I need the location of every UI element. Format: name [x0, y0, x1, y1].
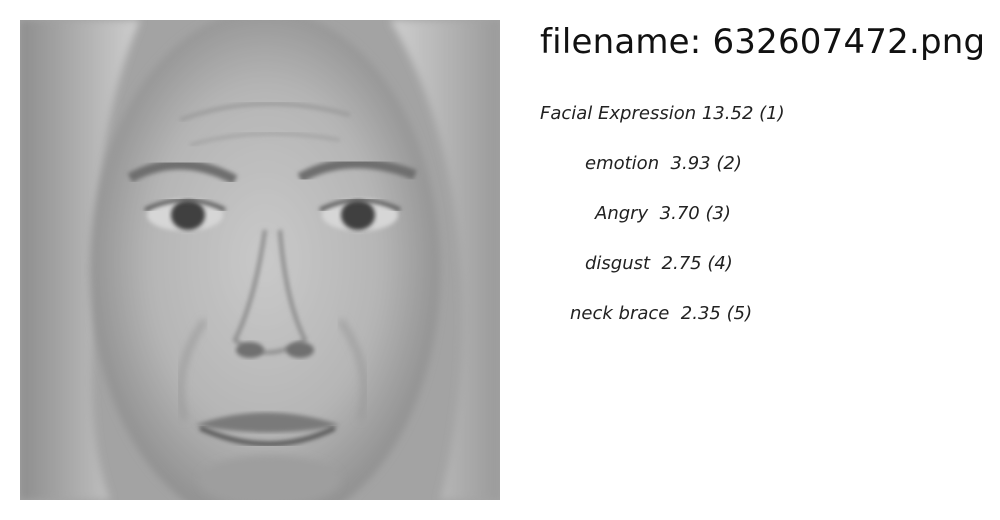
prediction-line-4: disgust 2.75 (4) — [585, 253, 733, 274]
filename-title: filename: 632607472.png — [540, 22, 986, 62]
prediction-line-1: Facial Expression 13.52 (1) — [540, 103, 785, 124]
face-photo-illustration — [20, 20, 500, 500]
face-photo — [20, 20, 500, 500]
prediction-line-2: emotion 3.93 (2) — [585, 153, 742, 174]
prediction-line-5: neck brace 2.35 (5) — [570, 303, 753, 324]
prediction-line-3: Angry 3.70 (3) — [595, 203, 731, 224]
